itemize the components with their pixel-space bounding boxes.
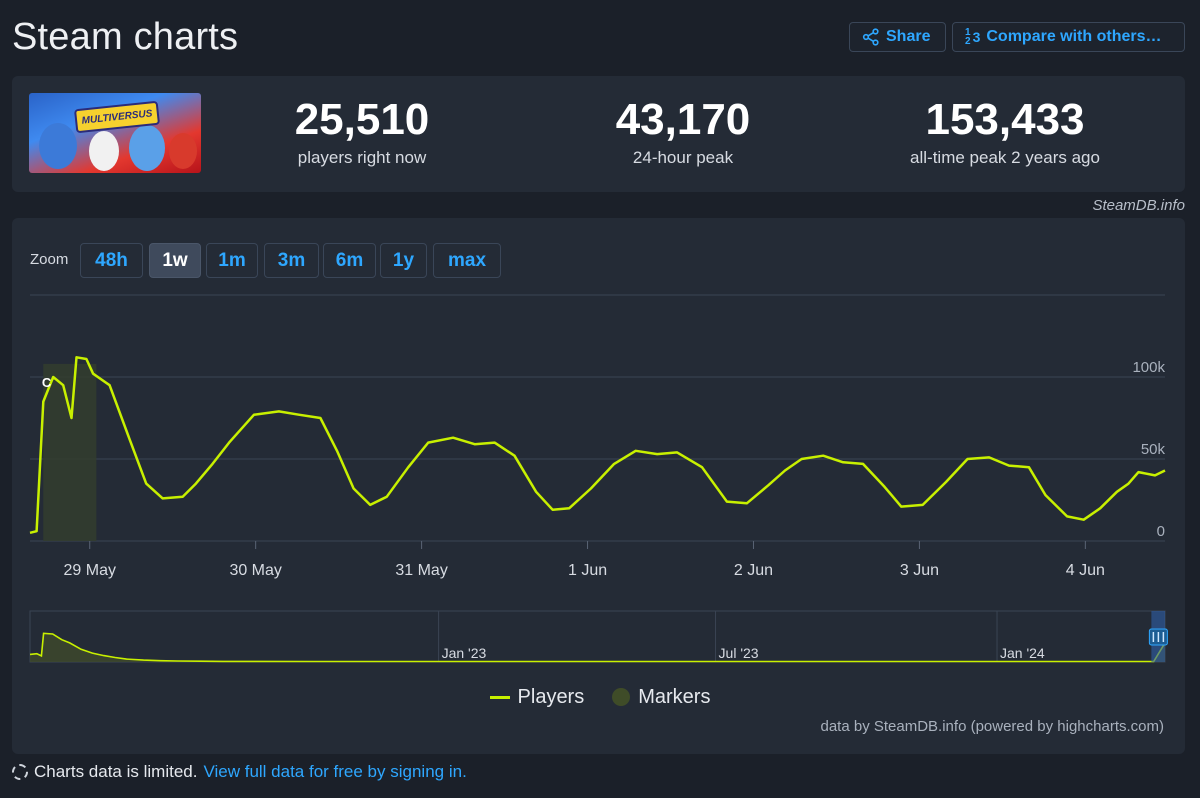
navigator-tick-label: Jul '23: [719, 645, 759, 661]
x-tick-label: 1 Jun: [568, 562, 607, 579]
compare-button-label: Compare with others…: [986, 28, 1162, 45]
marker-highlight-area: [43, 363, 97, 541]
data-limited-notice: Charts data is limited. View full data f…: [12, 762, 467, 782]
chart-grid: [30, 294, 1165, 549]
share-button[interactable]: Share: [849, 22, 946, 52]
share-button-label: Share: [886, 28, 931, 45]
chart-panel: [12, 218, 1185, 754]
zoom-3m-button[interactable]: 3m: [264, 243, 319, 278]
legend-markers[interactable]: Markers: [612, 686, 710, 709]
loading-icon: [12, 764, 28, 780]
x-tick-label: 4 Jun: [1066, 562, 1105, 579]
legend-markers-label: Markers: [638, 685, 711, 708]
sign-in-link[interactable]: View full data for free by signing in.: [203, 762, 467, 781]
all-time-peak-stat: 153,433 all-time peak 2 years ago: [880, 96, 1130, 168]
cover-figure: [129, 125, 165, 171]
navigator-line: [29, 632, 1166, 663]
notice-text: Charts data is limited.: [34, 762, 198, 781]
legend-line-swatch: [489, 695, 510, 699]
y-tick-label: 0: [1157, 523, 1165, 540]
share-icon: [862, 28, 879, 46]
zoom-max-button[interactable]: max: [433, 243, 501, 278]
zoom-6m-button[interactable]: 6m: [323, 243, 376, 278]
zoom-1m-button[interactable]: 1m: [206, 243, 258, 278]
y-axis-labels: 0 50k 100k: [1132, 359, 1165, 540]
navigator-frame: [29, 610, 1166, 663]
y-tick-label: 50k: [1141, 441, 1166, 458]
players-now-stat: 25,510 players right now: [274, 96, 450, 168]
x-axis-labels: 29 May 30 May 31 May 1 Jun 2 Jun 3 Jun 4 Jun: [64, 562, 1105, 579]
x-tick-label: 2 Jun: [734, 562, 773, 579]
players-now-label: players right now: [297, 148, 427, 167]
marker-label: C: [42, 375, 52, 390]
navigator-tick-label: Jan '24: [1000, 645, 1045, 661]
zoom-label: Zoom: [30, 251, 69, 268]
chart-area: [43, 363, 97, 541]
chart-markers[interactable]: C: [42, 375, 52, 390]
fraction-icon-digit: 3: [972, 29, 981, 45]
game-cover-image: MULTIVERSUS: [29, 93, 201, 173]
zoom-1w-button[interactable]: 1w: [149, 243, 201, 278]
chart-legend: Players Markers: [0, 684, 1200, 710]
chart-marker[interactable]: C: [42, 375, 52, 390]
navigator[interactable]: Jan '23 Jul '23 Jan '24: [29, 610, 1168, 663]
x-tick-label: 31 May: [395, 562, 447, 579]
chart-line-layer: [29, 356, 1166, 535]
cover-figure: [169, 133, 197, 169]
x-tick-label: 29 May: [64, 562, 116, 579]
cover-figure: [39, 123, 77, 169]
all-time-peak-label: all-time peak 2 years ago: [910, 148, 1100, 167]
peak-24h-value: 43,170: [615, 95, 751, 144]
players-series-line: [29, 356, 1166, 535]
peak-24h-stat: 43,170 24-hour peak: [595, 96, 771, 168]
navigator-tick-label: Jan '23: [442, 645, 487, 661]
zoom-1y-button[interactable]: 1y: [380, 243, 427, 278]
zoom-48h-button[interactable]: 48h: [80, 243, 143, 278]
x-tick-label: 30 May: [229, 562, 281, 579]
legend-marker-swatch: [612, 688, 631, 706]
x-tick-label: 3 Jun: [900, 562, 939, 579]
steamdb-credit[interactable]: SteamDB.info: [1092, 197, 1185, 214]
page-title: Steam charts: [12, 16, 239, 58]
legend-players[interactable]: Players: [489, 685, 585, 709]
players-now-value: 25,510: [294, 95, 430, 144]
peak-24h-label: 24-hour peak: [632, 148, 734, 167]
cover-figure: [89, 131, 119, 171]
legend-players-label: Players: [517, 685, 585, 708]
chart-credit[interactable]: data by SteamDB.info (powered by highcha…: [820, 718, 1165, 735]
stats-panel: MULTIVERSUS 25,510 players right now 43,…: [12, 76, 1185, 192]
player-count-chart[interactable]: C 0 50k 100k 29 May 30 May 31 May 1 Jun 2 Jun 3…: [0, 0, 1200, 680]
y-tick-label: 100k: [1132, 359, 1165, 376]
all-time-peak-value: 153,433: [925, 95, 1085, 144]
